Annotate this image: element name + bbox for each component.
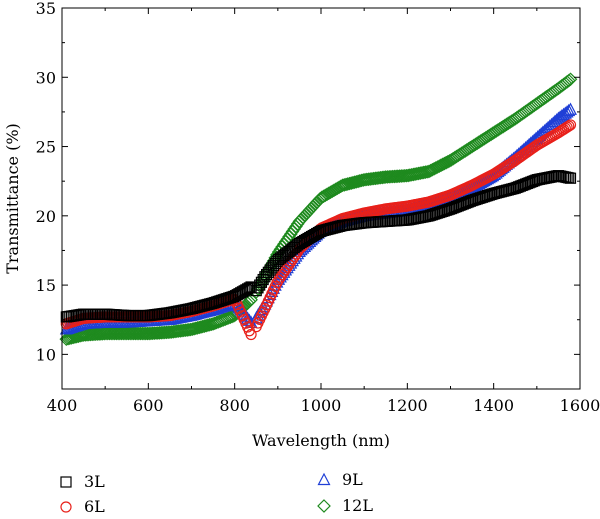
y-tick-label: 20: [36, 207, 56, 226]
y-tick-label: 35: [36, 0, 56, 18]
data-point-12L: [339, 177, 353, 192]
data-point-9L: [560, 105, 574, 118]
data-point-12L: [62, 331, 77, 346]
data-point-12L: [199, 318, 214, 333]
data-point-9L: [562, 103, 576, 117]
data-point-12L: [183, 322, 198, 337]
series-12L: [59, 72, 578, 346]
legend-label-3L: 3L: [84, 472, 105, 491]
plot-area: [59, 72, 578, 346]
legend-label-6L: 6L: [84, 497, 105, 516]
data-point-12L: [221, 311, 236, 325]
data-point-12L: [64, 331, 79, 345]
data-point-6L: [564, 119, 577, 131]
data-point-12L: [185, 322, 200, 337]
series-9L: [59, 102, 577, 335]
y-tick-label: 10: [36, 345, 56, 364]
data-point-12L: [194, 320, 208, 334]
legend-label-12L: 12L: [342, 496, 373, 515]
x-tick-label: 1400: [473, 396, 514, 415]
legend-marker-12L: [317, 499, 331, 513]
x-tick-label: 800: [219, 396, 250, 415]
data-point-12L: [195, 319, 210, 334]
x-tick-label: 400: [47, 396, 78, 415]
data-point-3L: [564, 172, 577, 184]
data-point-6L: [245, 328, 257, 341]
legend-entry-3L: 3L: [60, 472, 105, 491]
data-point-6L: [563, 120, 575, 132]
data-point-12L: [346, 175, 360, 190]
y-axis-title: Transmittance (%): [3, 123, 22, 274]
y-tick-label: 25: [36, 138, 56, 157]
data-point-12L: [187, 321, 201, 336]
x-tick-label: 600: [133, 396, 164, 415]
data-point-12L: [340, 177, 355, 191]
data-point-9L: [564, 102, 577, 115]
x-axis-title: Wavelength (nm): [252, 431, 390, 450]
data-point-12L: [335, 178, 350, 193]
axes: 400 600 800 1000 1200 1400 1600 10 15 20 25 30 35 Wav…: [3, 0, 600, 450]
data-point-12L: [337, 178, 352, 192]
data-point-12L: [190, 321, 205, 335]
legend-marker-6L: [60, 501, 72, 513]
data-point-12L: [188, 321, 203, 336]
data-point-12L: [66, 330, 81, 345]
legend: 3L 6L 9L 12L: [60, 470, 373, 516]
data-point-12L: [415, 165, 429, 180]
data-point-12L: [61, 331, 75, 346]
legend-entry-9L: 9L: [317, 470, 363, 489]
data-point-9L: [558, 106, 572, 119]
x-tick-label: 1200: [387, 396, 428, 415]
y-tick-label: 30: [36, 68, 56, 87]
legend-marker-3L: [60, 476, 72, 488]
x-tick-label: 1600: [560, 396, 600, 415]
legend-entry-6L: 6L: [60, 497, 105, 516]
legend-marker-9L: [317, 472, 331, 486]
y-tick-label: 15: [36, 276, 56, 295]
series-3L: [60, 170, 577, 323]
data-point-12L: [197, 319, 212, 333]
data-point-12L: [413, 166, 428, 180]
legend-entry-12L: 12L: [317, 496, 373, 515]
data-point-12L: [342, 176, 357, 191]
x-tick-label: 1000: [301, 396, 342, 415]
data-point-12L: [347, 175, 362, 190]
legend-label-9L: 9L: [342, 470, 363, 489]
data-point-12L: [192, 320, 207, 335]
data-point-12L: [344, 176, 359, 190]
data-point-12L: [244, 292, 258, 307]
